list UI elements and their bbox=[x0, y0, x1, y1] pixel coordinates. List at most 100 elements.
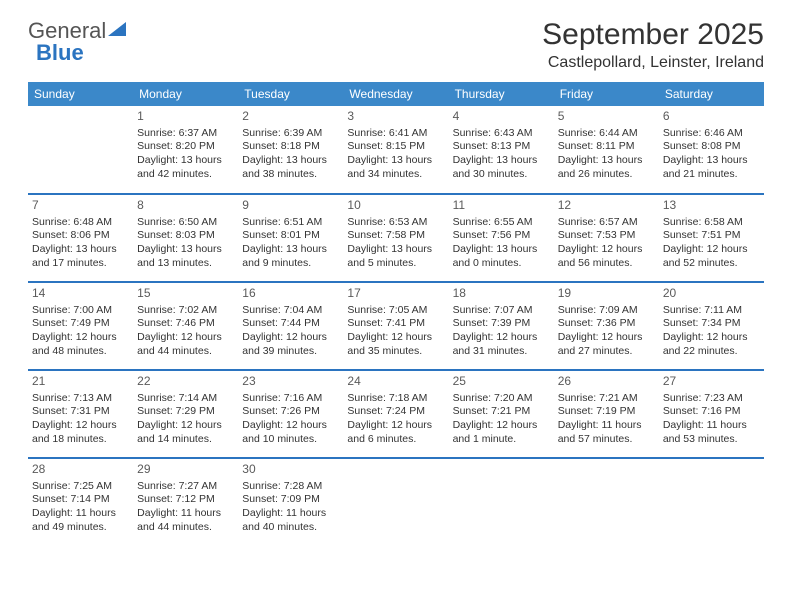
sunset-text: Sunset: 8:01 PM bbox=[242, 229, 339, 243]
day-number: 16 bbox=[242, 286, 339, 302]
daylight-text: Daylight: 13 hours and 30 minutes. bbox=[453, 154, 550, 181]
dayname-4: Thursday bbox=[449, 82, 554, 106]
sunset-text: Sunset: 8:20 PM bbox=[137, 140, 234, 154]
sunset-text: Sunset: 7:34 PM bbox=[663, 317, 760, 331]
sunrise-text: Sunrise: 6:53 AM bbox=[347, 216, 444, 230]
sunrise-text: Sunrise: 7:23 AM bbox=[663, 392, 760, 406]
day-number: 28 bbox=[32, 462, 129, 478]
sunset-text: Sunset: 7:12 PM bbox=[137, 493, 234, 507]
sunrise-text: Sunrise: 6:46 AM bbox=[663, 127, 760, 141]
day-number: 26 bbox=[558, 374, 655, 390]
sunset-text: Sunset: 7:19 PM bbox=[558, 405, 655, 419]
sunrise-text: Sunrise: 6:55 AM bbox=[453, 216, 550, 230]
day-cell: 23Sunrise: 7:16 AMSunset: 7:26 PMDayligh… bbox=[238, 370, 343, 458]
sunrise-text: Sunrise: 7:13 AM bbox=[32, 392, 129, 406]
daylight-text: Daylight: 13 hours and 0 minutes. bbox=[453, 243, 550, 270]
daylight-text: Daylight: 12 hours and 18 minutes. bbox=[32, 419, 129, 446]
sunset-text: Sunset: 7:53 PM bbox=[558, 229, 655, 243]
day-cell: 25Sunrise: 7:20 AMSunset: 7:21 PMDayligh… bbox=[449, 370, 554, 458]
triangle-icon bbox=[108, 20, 128, 43]
day-number: 19 bbox=[558, 286, 655, 302]
dayname-3: Wednesday bbox=[343, 82, 448, 106]
daylight-text: Daylight: 13 hours and 42 minutes. bbox=[137, 154, 234, 181]
sunset-text: Sunset: 7:44 PM bbox=[242, 317, 339, 331]
sunrise-text: Sunrise: 6:57 AM bbox=[558, 216, 655, 230]
day-cell: 27Sunrise: 7:23 AMSunset: 7:16 PMDayligh… bbox=[659, 370, 764, 458]
sunset-text: Sunset: 7:24 PM bbox=[347, 405, 444, 419]
sunrise-text: Sunrise: 7:16 AM bbox=[242, 392, 339, 406]
sunrise-text: Sunrise: 6:41 AM bbox=[347, 127, 444, 141]
sunrise-text: Sunrise: 7:20 AM bbox=[453, 392, 550, 406]
daylight-text: Daylight: 12 hours and 39 minutes. bbox=[242, 331, 339, 358]
daylight-text: Daylight: 11 hours and 53 minutes. bbox=[663, 419, 760, 446]
day-number: 2 bbox=[242, 109, 339, 125]
week-row: 7Sunrise: 6:48 AMSunset: 8:06 PMDaylight… bbox=[28, 194, 764, 282]
sunset-text: Sunset: 8:08 PM bbox=[663, 140, 760, 154]
sunset-text: Sunset: 7:21 PM bbox=[453, 405, 550, 419]
sunset-text: Sunset: 8:13 PM bbox=[453, 140, 550, 154]
daylight-text: Daylight: 13 hours and 13 minutes. bbox=[137, 243, 234, 270]
day-cell: 15Sunrise: 7:02 AMSunset: 7:46 PMDayligh… bbox=[133, 282, 238, 370]
daylight-text: Daylight: 12 hours and 31 minutes. bbox=[453, 331, 550, 358]
daylight-text: Daylight: 13 hours and 21 minutes. bbox=[663, 154, 760, 181]
dayname-2: Tuesday bbox=[238, 82, 343, 106]
dayname-5: Friday bbox=[554, 82, 659, 106]
daylight-text: Daylight: 13 hours and 34 minutes. bbox=[347, 154, 444, 181]
daylight-text: Daylight: 12 hours and 14 minutes. bbox=[137, 419, 234, 446]
daylight-text: Daylight: 12 hours and 27 minutes. bbox=[558, 331, 655, 358]
sunrise-text: Sunrise: 7:27 AM bbox=[137, 480, 234, 494]
day-cell: 22Sunrise: 7:14 AMSunset: 7:29 PMDayligh… bbox=[133, 370, 238, 458]
day-cell bbox=[343, 458, 448, 546]
day-number: 8 bbox=[137, 198, 234, 214]
day-number: 6 bbox=[663, 109, 760, 125]
day-cell: 12Sunrise: 6:57 AMSunset: 7:53 PMDayligh… bbox=[554, 194, 659, 282]
sunrise-text: Sunrise: 7:00 AM bbox=[32, 304, 129, 318]
day-cell bbox=[449, 458, 554, 546]
day-cell: 2Sunrise: 6:39 AMSunset: 8:18 PMDaylight… bbox=[238, 106, 343, 194]
sunrise-text: Sunrise: 7:04 AM bbox=[242, 304, 339, 318]
day-cell: 26Sunrise: 7:21 AMSunset: 7:19 PMDayligh… bbox=[554, 370, 659, 458]
sunrise-text: Sunrise: 7:18 AM bbox=[347, 392, 444, 406]
daylight-text: Daylight: 12 hours and 22 minutes. bbox=[663, 331, 760, 358]
day-number: 25 bbox=[453, 374, 550, 390]
sunrise-text: Sunrise: 6:51 AM bbox=[242, 216, 339, 230]
day-cell: 10Sunrise: 6:53 AMSunset: 7:58 PMDayligh… bbox=[343, 194, 448, 282]
sunset-text: Sunset: 7:56 PM bbox=[453, 229, 550, 243]
day-number: 10 bbox=[347, 198, 444, 214]
daylight-text: Daylight: 12 hours and 44 minutes. bbox=[137, 331, 234, 358]
day-number: 23 bbox=[242, 374, 339, 390]
sunrise-text: Sunrise: 7:11 AM bbox=[663, 304, 760, 318]
day-number: 9 bbox=[242, 198, 339, 214]
day-cell: 21Sunrise: 7:13 AMSunset: 7:31 PMDayligh… bbox=[28, 370, 133, 458]
sunset-text: Sunset: 7:31 PM bbox=[32, 405, 129, 419]
day-number: 13 bbox=[663, 198, 760, 214]
sunset-text: Sunset: 8:15 PM bbox=[347, 140, 444, 154]
day-cell: 1Sunrise: 6:37 AMSunset: 8:20 PMDaylight… bbox=[133, 106, 238, 194]
daylight-text: Daylight: 13 hours and 38 minutes. bbox=[242, 154, 339, 181]
dayname-1: Monday bbox=[133, 82, 238, 106]
sunset-text: Sunset: 8:18 PM bbox=[242, 140, 339, 154]
sunset-text: Sunset: 7:49 PM bbox=[32, 317, 129, 331]
daylight-text: Daylight: 13 hours and 26 minutes. bbox=[558, 154, 655, 181]
week-row: 28Sunrise: 7:25 AMSunset: 7:14 PMDayligh… bbox=[28, 458, 764, 546]
day-cell: 13Sunrise: 6:58 AMSunset: 7:51 PMDayligh… bbox=[659, 194, 764, 282]
title-block: September 2025 Castlepollard, Leinster, … bbox=[542, 18, 764, 72]
day-cell: 11Sunrise: 6:55 AMSunset: 7:56 PMDayligh… bbox=[449, 194, 554, 282]
sunset-text: Sunset: 8:06 PM bbox=[32, 229, 129, 243]
day-cell: 6 Sunrise: 6:46 AMSunset: 8:08 PMDaylight… bbox=[659, 106, 764, 194]
day-number: 4 bbox=[453, 109, 550, 125]
day-cell: 14Sunrise: 7:00 AMSunset: 7:49 PMDayligh… bbox=[28, 282, 133, 370]
daylight-text: Daylight: 13 hours and 17 minutes. bbox=[32, 243, 129, 270]
sunrise-text: Sunrise: 6:48 AM bbox=[32, 216, 129, 230]
logo-word2-wrap: Blue bbox=[36, 40, 84, 66]
day-cell bbox=[28, 106, 133, 194]
day-cell: 18Sunrise: 7:07 AMSunset: 7:39 PMDayligh… bbox=[449, 282, 554, 370]
sunrise-text: Sunrise: 6:58 AM bbox=[663, 216, 760, 230]
sunset-text: Sunset: 7:58 PM bbox=[347, 229, 444, 243]
sunrise-text: Sunrise: 7:28 AM bbox=[242, 480, 339, 494]
sunset-text: Sunset: 7:14 PM bbox=[32, 493, 129, 507]
day-cell: 29Sunrise: 7:27 AMSunset: 7:12 PMDayligh… bbox=[133, 458, 238, 546]
day-cell: 4Sunrise: 6:43 AMSunset: 8:13 PMDaylight… bbox=[449, 106, 554, 194]
day-cell: 5Sunrise: 6:44 AMSunset: 8:11 PMDaylight… bbox=[554, 106, 659, 194]
sunset-text: Sunset: 7:46 PM bbox=[137, 317, 234, 331]
